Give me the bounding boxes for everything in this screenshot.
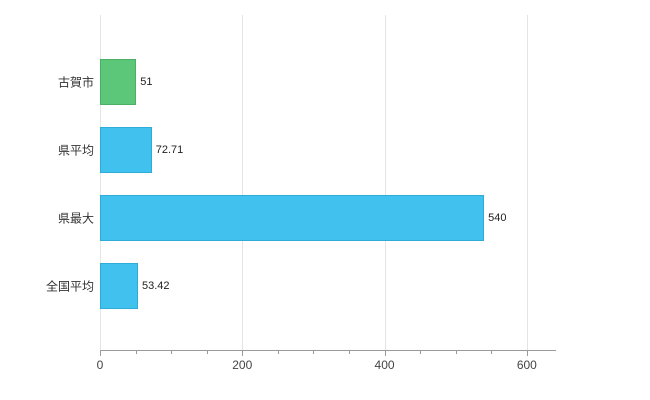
x-axis-major-tick xyxy=(384,351,386,356)
value-label: 540 xyxy=(488,212,507,224)
x-axis-minor-tick xyxy=(420,351,422,354)
value-label: 53.42 xyxy=(142,280,170,292)
bar-rows: 古賀市 51 県平均 72.71 県最大 540 全国平均 53.42 xyxy=(0,48,650,320)
x-axis-minor-tick xyxy=(455,351,457,354)
x-axis-tick-label: 200 xyxy=(232,358,253,372)
x-axis-tick-label: 0 xyxy=(96,358,104,372)
category-label: 古賀市 xyxy=(57,75,94,90)
x-axis-tick-label: 600 xyxy=(516,358,537,372)
x-axis-major-tick xyxy=(242,351,244,356)
x-axis-minor-tick xyxy=(491,351,493,354)
bar-row: 全国平均 53.42 xyxy=(0,252,650,320)
bar xyxy=(100,59,137,105)
category-label: 県最大 xyxy=(57,211,94,226)
category-label: 県平均 xyxy=(57,143,94,158)
x-axis-line xyxy=(100,350,556,351)
gridline xyxy=(100,15,101,350)
x-axis-minor-tick xyxy=(348,351,350,354)
x-axis-minor-tick xyxy=(171,351,173,354)
x-axis-minor-tick xyxy=(313,351,315,354)
bar xyxy=(100,263,138,309)
gridline xyxy=(242,15,244,350)
bar-row: 県最大 540 xyxy=(0,184,650,252)
category-label: 全国平均 xyxy=(45,279,94,294)
x-axis-major-tick xyxy=(526,351,528,356)
value-label: 72.71 xyxy=(155,144,184,156)
x-axis-tick-label: 400 xyxy=(374,358,395,372)
value-label: 51 xyxy=(140,76,153,88)
bar-row: 古賀市 51 xyxy=(0,48,650,116)
gridline xyxy=(384,15,386,350)
bar-row: 県平均 72.71 xyxy=(0,116,650,184)
x-axis-minor-tick xyxy=(277,351,279,354)
bar xyxy=(100,127,152,173)
x-axis-major-tick xyxy=(100,351,101,356)
bar xyxy=(100,195,485,241)
x-axis-minor-tick xyxy=(206,351,208,354)
x-axis-minor-tick xyxy=(135,351,137,354)
gridline xyxy=(526,15,528,350)
